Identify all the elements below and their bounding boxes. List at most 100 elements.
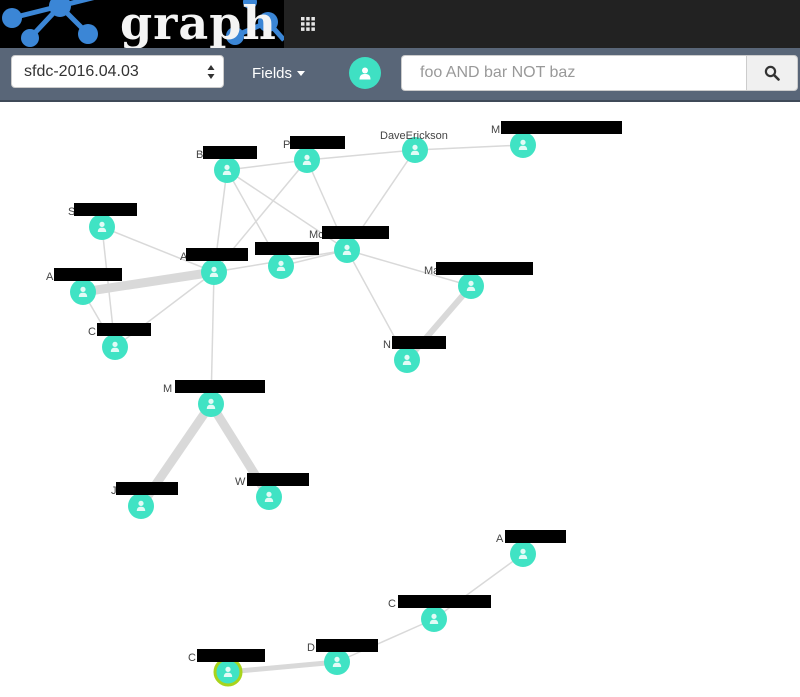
node-label: N (383, 339, 391, 351)
graph-node[interactable]: M (163, 380, 265, 417)
node-label: C (388, 598, 396, 610)
node-label: M (491, 124, 500, 136)
redaction-bar (203, 146, 257, 159)
person-icon (466, 280, 476, 291)
graph-canvas[interactable]: B P DaveErickson M S A A Mc Ma C N M J W A C D C (0, 102, 800, 697)
person-icon (518, 548, 528, 559)
node-circle[interactable] (394, 347, 420, 373)
graph-node[interactable]: C (88, 323, 151, 360)
search-input[interactable] (401, 55, 746, 91)
graph-edge (82, 267, 215, 297)
graph-edge (226, 159, 308, 171)
node-label: S (68, 206, 75, 218)
redaction-bar (247, 473, 309, 486)
person-icon (342, 244, 352, 255)
person-icon (222, 164, 232, 175)
grid-icon (301, 17, 315, 31)
app-logo[interactable]: graph (0, 0, 284, 48)
node-label: Mc (309, 229, 324, 241)
node-label: W (235, 476, 246, 488)
node-circle[interactable] (213, 657, 243, 687)
graph-node[interactable]: A (496, 530, 566, 567)
redaction-bar (316, 639, 378, 652)
node-circle[interactable] (256, 484, 282, 510)
redaction-bar (116, 482, 178, 495)
node-label: A (46, 271, 54, 283)
graph-node[interactable]: A (46, 268, 122, 305)
graph-edge (306, 149, 416, 161)
node-circle[interactable] (268, 253, 294, 279)
logo-network-graphic (2, 0, 284, 47)
fields-dropdown-button[interactable]: Fields (252, 61, 306, 85)
graph-node[interactable]: Mc (309, 226, 389, 263)
node-circle[interactable] (294, 147, 320, 173)
node-circle[interactable] (214, 157, 240, 183)
graph-node[interactable]: C (388, 595, 491, 632)
graph-edge (227, 659, 338, 675)
search-icon (764, 65, 780, 81)
index-select-value: sfdc-2016.04.03 (24, 63, 139, 80)
graph-node[interactable]: W (235, 473, 309, 510)
person-icon (276, 260, 286, 271)
graph-edge (101, 226, 215, 273)
logo-text: graph (120, 0, 277, 48)
graph-edges (82, 144, 524, 675)
redaction-bar (322, 226, 389, 239)
graph-node[interactable]: J (111, 482, 178, 519)
graph-edge (433, 553, 524, 620)
graph-node[interactable]: S (68, 203, 137, 240)
person-icon (429, 613, 439, 624)
graph-node[interactable]: M (491, 121, 622, 158)
redaction-bar (97, 323, 151, 336)
redaction-bar (74, 203, 137, 216)
person-icon (223, 666, 233, 677)
person-icon (332, 656, 342, 667)
person-icon (206, 398, 216, 409)
person-icon (97, 221, 107, 232)
graph-node[interactable]: N (383, 336, 446, 373)
chevron-down-icon (297, 71, 306, 76)
node-circle[interactable] (128, 493, 154, 519)
graph-node[interactable]: C (188, 649, 265, 687)
node-circle[interactable] (102, 334, 128, 360)
node-circle[interactable] (324, 649, 350, 675)
graph-node[interactable]: D (307, 639, 378, 675)
graph-edge (336, 618, 435, 663)
node-circle[interactable] (198, 391, 224, 417)
node-label: A (180, 251, 188, 263)
person-icon (264, 491, 274, 502)
person-icon (359, 67, 371, 80)
graph-node[interactable]: A (180, 248, 248, 285)
search-bar (401, 55, 798, 91)
graph-nodes: B P DaveErickson M S A A Mc Ma C N M J W A C D C (46, 121, 622, 687)
redaction-bar (392, 336, 446, 349)
graph-node[interactable]: Ma (424, 262, 533, 299)
node-label: M (163, 383, 172, 395)
node-circle[interactable] (421, 606, 447, 632)
node-circle[interactable] (458, 273, 484, 299)
person-icon (136, 500, 146, 511)
graph-node[interactable]: P (283, 136, 345, 173)
search-button[interactable] (746, 55, 798, 91)
person-icon (410, 144, 420, 155)
person-icon (302, 154, 312, 165)
person-icon (110, 341, 120, 352)
redaction-bar (290, 136, 345, 149)
graph-node[interactable] (255, 242, 319, 279)
index-select[interactable]: sfdc-2016.04.03 (11, 55, 224, 88)
redaction-bar (197, 649, 265, 662)
graph-node[interactable]: B (196, 146, 257, 183)
apps-grid-button[interactable] (298, 14, 318, 34)
person-filter-button[interactable] (349, 57, 381, 89)
graph-node[interactable]: DaveErickson (380, 130, 448, 163)
person-icon (402, 354, 412, 365)
redaction-bar (54, 268, 122, 281)
node-circle[interactable] (201, 259, 227, 285)
redaction-bar (175, 380, 265, 393)
redaction-bar (186, 248, 248, 261)
node-circle[interactable] (510, 541, 536, 567)
node-label: D (307, 642, 315, 654)
person-icon (78, 286, 88, 297)
node-circle[interactable] (70, 279, 96, 305)
node-label: B (196, 149, 203, 161)
